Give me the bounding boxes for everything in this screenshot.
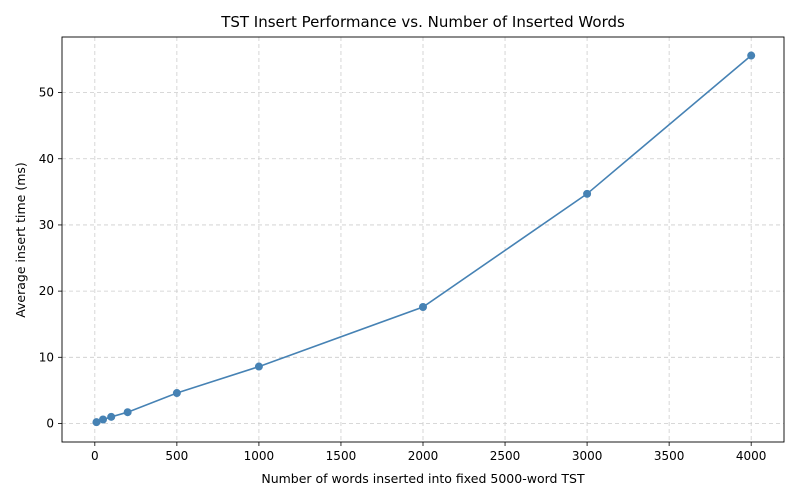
x-axis-label: Number of words inserted into fixed 5000…: [261, 471, 585, 486]
series-layer: [92, 51, 756, 427]
x-tick-label: 2500: [490, 449, 521, 463]
series-line: [96, 54, 752, 423]
x-tick-label: 4000: [736, 449, 767, 463]
data-point: [583, 189, 592, 198]
y-tick-label: 10: [39, 350, 54, 364]
data-point: [419, 303, 427, 311]
data-point: [92, 418, 101, 427]
y-tick-label: 40: [39, 152, 54, 166]
y-axis-ticks: 0 10 20 30 40 50: [39, 86, 62, 430]
data-point: [254, 362, 263, 371]
y-tick-label: 0: [46, 416, 54, 430]
x-tick-label: 1000: [244, 449, 275, 463]
chart-title: TST Insert Performance vs. Number of Ins…: [220, 13, 625, 31]
y-tick-label: 30: [39, 218, 54, 232]
x-axis-ticks: 0 500 1000 1500 2000 2500 3000 3500 4000: [91, 442, 766, 463]
data-point: [747, 51, 756, 60]
y-axis-label: Average insert time (ms): [13, 162, 28, 318]
data-point: [172, 389, 181, 398]
y-tick-label: 20: [39, 284, 54, 298]
data-point: [123, 408, 132, 417]
data-point: [107, 412, 116, 421]
x-tick-label: 500: [165, 449, 188, 463]
y-tick-label: 50: [39, 86, 54, 100]
x-tick-label: 0: [91, 449, 99, 463]
x-tick-label: 3500: [654, 449, 685, 463]
x-tick-label: 3000: [572, 449, 603, 463]
data-point: [99, 415, 108, 424]
grid: [62, 37, 784, 442]
x-tick-label: 1500: [326, 449, 357, 463]
x-tick-label: 2000: [408, 449, 439, 463]
